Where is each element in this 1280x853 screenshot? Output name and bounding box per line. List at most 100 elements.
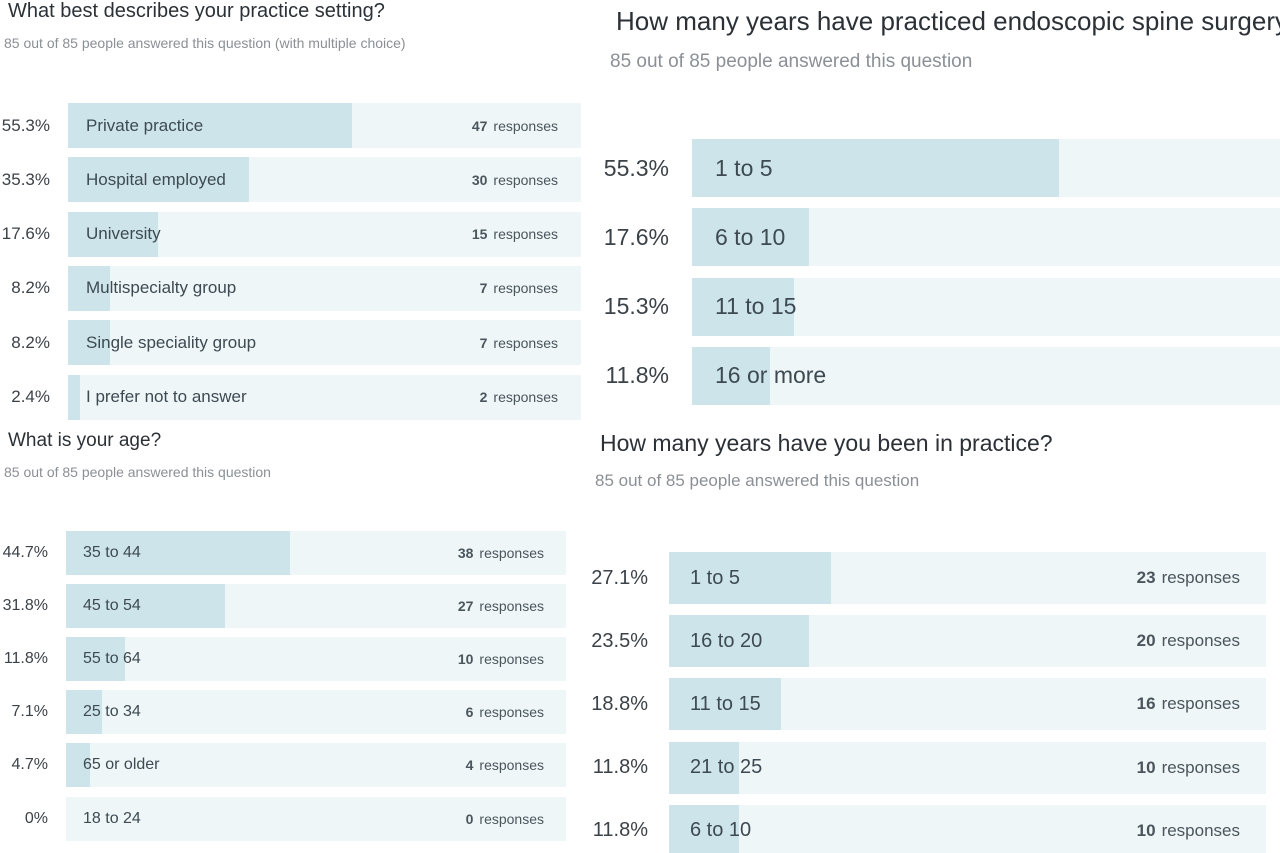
percent-label: 17.6% — [1, 224, 50, 244]
bar-track: 11 to 1513responses — [692, 277, 1280, 336]
option-label: Multispecialty group — [86, 278, 237, 298]
bar-track: Multispecialty group 7 responses — [68, 265, 581, 311]
option-label: 16 or more — [715, 362, 827, 389]
response-count-unit: responses — [479, 545, 544, 561]
bar-track: Private practice 47 responses — [68, 103, 581, 148]
answer-row: 18.8% 11 to 15 16 responses — [586, 678, 1280, 731]
percent-label: 35.3% — [1, 169, 50, 189]
option-label: University — [86, 224, 161, 244]
option-label: 6 to 10 — [715, 223, 786, 250]
answer-row: 11.8% 55 to 64 10 responses — [0, 637, 590, 682]
answer-row: 15.3% 11 to 1513responses — [596, 277, 1280, 336]
option-label: 1 to 5 — [715, 154, 773, 181]
response-count: 15 responses — [472, 212, 558, 257]
answer-row: 31.8% 45 to 54 27 responses — [0, 584, 590, 629]
bar-fill — [68, 157, 250, 203]
bar-fill — [669, 552, 831, 604]
response-count: 6 responses — [466, 690, 544, 734]
answer-row: 27.1% 1 to 5 23 responses — [586, 552, 1280, 604]
response-count-unit: responses — [1161, 694, 1240, 714]
response-count-unit: responses — [493, 226, 558, 243]
response-count: 10 responses — [458, 637, 544, 681]
bar-track: 1 to 5 23 responses — [669, 552, 1266, 604]
response-count-value: 38 — [457, 545, 474, 561]
question-title: What best describes your practice settin… — [8, 0, 385, 22]
response-count: 7 responses — [480, 266, 558, 311]
answer-row: 17.6% 6 to 1015responses — [596, 208, 1280, 267]
option-label: 11 to 15 — [690, 692, 761, 715]
bar-fill — [669, 804, 740, 853]
option-label: 1 to 5 — [690, 566, 741, 589]
question-subtitle: 85 out of 85 people answered this questi… — [595, 471, 920, 490]
bar-track: 35 to 44 38 responses — [66, 531, 566, 575]
option-label: 21 to 25 — [690, 756, 763, 779]
percent-label: 55.3% — [1, 115, 50, 135]
response-count: 27 responses — [458, 584, 544, 628]
response-count-value: 23 — [1136, 568, 1156, 587]
answer-row: 11.8% 21 to 25 10 responses — [586, 741, 1280, 794]
response-count-value: 16 — [1136, 694, 1156, 714]
bar-fill — [68, 265, 111, 311]
response-count-unit: responses — [479, 651, 544, 668]
question-title: What is your age? — [8, 430, 162, 451]
response-count: 2 responses — [480, 375, 558, 420]
response-count-value: 47 — [471, 117, 488, 134]
bar-track: 11 to 15 16 responses — [669, 678, 1266, 731]
response-count-unit: responses — [479, 810, 544, 827]
bar-fill — [68, 320, 111, 366]
response-count-value: 27 — [457, 598, 474, 615]
option-label: 16 to 20 — [690, 629, 763, 652]
bar-fill — [692, 208, 809, 267]
percent-label: 18.8% — [591, 692, 648, 715]
response-count-value: 20 — [1136, 631, 1156, 651]
response-count-value: 10 — [1136, 820, 1156, 840]
response-count-unit: responses — [493, 117, 558, 134]
bar-track: University 15 responses — [68, 211, 581, 257]
question-title: How many years have practiced endoscopic… — [616, 6, 1280, 36]
percent-label: 0% — [24, 809, 48, 827]
response-count: 30 responses — [472, 157, 558, 202]
response-count: 38 responses — [458, 531, 544, 575]
response-count-unit: responses — [479, 704, 544, 721]
bar-fill — [66, 637, 125, 682]
percent-label: 55.3% — [603, 154, 669, 181]
bar-fill — [68, 211, 159, 257]
question-subtitle: 85 out of 85 people answered this questi… — [4, 464, 271, 480]
option-label: 35 to 44 — [83, 544, 141, 561]
bar-fill — [66, 531, 290, 575]
answer-row: 11.8% 6 to 10 10 responses — [586, 804, 1280, 853]
bar-track: 16 or more10responses — [692, 346, 1280, 405]
response-count: 10 responses — [1137, 805, 1240, 853]
response-count-value: 15 — [471, 226, 488, 243]
option-label: Hospital employed — [86, 169, 226, 189]
percent-label: 44.7% — [2, 544, 48, 561]
response-count-value: 10 — [1136, 757, 1156, 777]
bar-track: Single speciality group 7 responses — [68, 320, 581, 366]
bar-fill — [692, 346, 771, 405]
question-subtitle: 85 out of 85 people answered this questi… — [610, 51, 973, 72]
answer-row: 55.3% Private practice 47 responses — [0, 103, 590, 148]
percent-label: 7.1% — [11, 703, 48, 721]
response-count-value: 7 — [479, 334, 488, 351]
bar-fill — [66, 584, 225, 629]
percent-label: 11.8% — [592, 819, 648, 842]
response-count-unit: responses — [1161, 820, 1240, 840]
response-count-value: 4 — [465, 757, 474, 774]
bar-track: 55 to 64 10 responses — [66, 637, 566, 682]
question-panel-3: What is your age? 85 out of 85 people ans… — [0, 428, 590, 853]
bar-fill — [669, 678, 782, 731]
bar-fill — [68, 103, 352, 148]
answer-row: 7.1% 25 to 34 6 responses — [0, 690, 590, 735]
response-count-value: 2 — [479, 389, 488, 405]
response-count: 16 responses — [1137, 678, 1240, 730]
percent-label: 11.8% — [605, 362, 669, 389]
option-label: I prefer not to answer — [86, 387, 247, 406]
answer-row: 35.3% Hospital employed 30 responses — [0, 157, 590, 203]
response-count-unit: responses — [479, 598, 544, 615]
response-count-unit: responses — [493, 280, 558, 297]
percent-label: 17.6% — [603, 223, 669, 250]
percent-label: 8.2% — [11, 278, 50, 298]
response-count: 0 responses — [466, 797, 544, 841]
response-count-unit: responses — [1161, 568, 1240, 587]
percent-label: 2.4% — [11, 387, 50, 406]
